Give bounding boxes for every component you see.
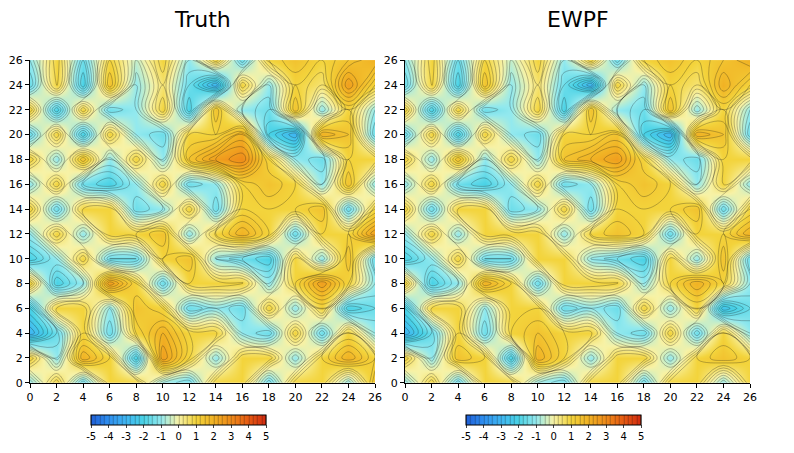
svg-text:6: 6	[481, 391, 488, 404]
svg-text:16: 16	[610, 391, 624, 404]
svg-text:-4: -4	[104, 431, 114, 442]
svg-text:2: 2	[585, 431, 591, 442]
svg-text:8: 8	[133, 391, 140, 404]
svg-text:EWPF: EWPF	[547, 7, 609, 32]
svg-text:2: 2	[391, 352, 398, 365]
svg-text:2: 2	[428, 391, 435, 404]
svg-text:20: 20	[384, 128, 398, 141]
svg-text:4: 4	[620, 431, 626, 442]
svg-text:4: 4	[245, 431, 251, 442]
svg-text:4: 4	[80, 391, 87, 404]
svg-text:5: 5	[263, 431, 269, 442]
svg-text:2: 2	[16, 352, 23, 365]
svg-text:-3: -3	[121, 431, 131, 442]
svg-text:26: 26	[368, 391, 382, 404]
svg-text:-2: -2	[139, 431, 149, 442]
svg-text:4: 4	[16, 327, 23, 340]
svg-text:2: 2	[53, 391, 60, 404]
svg-text:14: 14	[584, 391, 598, 404]
svg-text:1: 1	[568, 431, 574, 442]
svg-text:1: 1	[193, 431, 199, 442]
svg-text:14: 14	[9, 203, 23, 216]
svg-text:0: 0	[27, 391, 34, 404]
svg-text:22: 22	[384, 104, 398, 117]
svg-text:18: 18	[384, 153, 398, 166]
svg-text:16: 16	[9, 178, 23, 191]
svg-text:6: 6	[391, 302, 398, 315]
svg-text:8: 8	[16, 277, 23, 290]
svg-text:16: 16	[384, 178, 398, 191]
svg-text:0: 0	[391, 377, 398, 390]
svg-text:3: 3	[603, 431, 609, 442]
svg-text:24: 24	[384, 79, 398, 92]
svg-text:26: 26	[743, 391, 757, 404]
svg-text:14: 14	[384, 203, 398, 216]
svg-text:3: 3	[228, 431, 234, 442]
svg-text:22: 22	[690, 391, 704, 404]
svg-text:-1: -1	[156, 431, 166, 442]
svg-text:12: 12	[182, 391, 196, 404]
svg-text:0: 0	[402, 391, 409, 404]
svg-text:12: 12	[557, 391, 571, 404]
svg-text:-1: -1	[531, 431, 541, 442]
svg-text:-2: -2	[514, 431, 524, 442]
svg-text:10: 10	[9, 253, 23, 266]
svg-text:10: 10	[156, 391, 170, 404]
svg-text:18: 18	[262, 391, 276, 404]
svg-text:-3: -3	[496, 431, 506, 442]
svg-text:0: 0	[550, 431, 556, 442]
svg-text:20: 20	[663, 391, 677, 404]
svg-text:0: 0	[16, 377, 23, 390]
svg-text:4: 4	[455, 391, 462, 404]
svg-text:-5: -5	[461, 431, 471, 442]
svg-text:24: 24	[9, 79, 23, 92]
svg-text:26: 26	[384, 54, 398, 67]
svg-text:-4: -4	[479, 431, 489, 442]
svg-text:14: 14	[209, 391, 223, 404]
svg-text:12: 12	[9, 228, 23, 241]
svg-text:6: 6	[16, 302, 23, 315]
svg-text:8: 8	[508, 391, 515, 404]
svg-text:20: 20	[9, 128, 23, 141]
svg-text:20: 20	[288, 391, 302, 404]
svg-text:16: 16	[235, 391, 249, 404]
svg-text:Truth: Truth	[174, 7, 231, 32]
svg-text:8: 8	[391, 277, 398, 290]
svg-text:18: 18	[9, 153, 23, 166]
svg-text:10: 10	[384, 253, 398, 266]
svg-text:24: 24	[341, 391, 355, 404]
svg-text:0: 0	[175, 431, 181, 442]
svg-text:6: 6	[106, 391, 113, 404]
svg-text:18: 18	[637, 391, 651, 404]
svg-text:5: 5	[638, 431, 644, 442]
svg-text:10: 10	[531, 391, 545, 404]
svg-text:2: 2	[210, 431, 216, 442]
svg-text:24: 24	[716, 391, 730, 404]
svg-text:26: 26	[9, 54, 23, 67]
svg-text:22: 22	[315, 391, 329, 404]
svg-text:22: 22	[9, 104, 23, 117]
svg-text:12: 12	[384, 228, 398, 241]
svg-text:4: 4	[391, 327, 398, 340]
svg-text:-5: -5	[86, 431, 96, 442]
